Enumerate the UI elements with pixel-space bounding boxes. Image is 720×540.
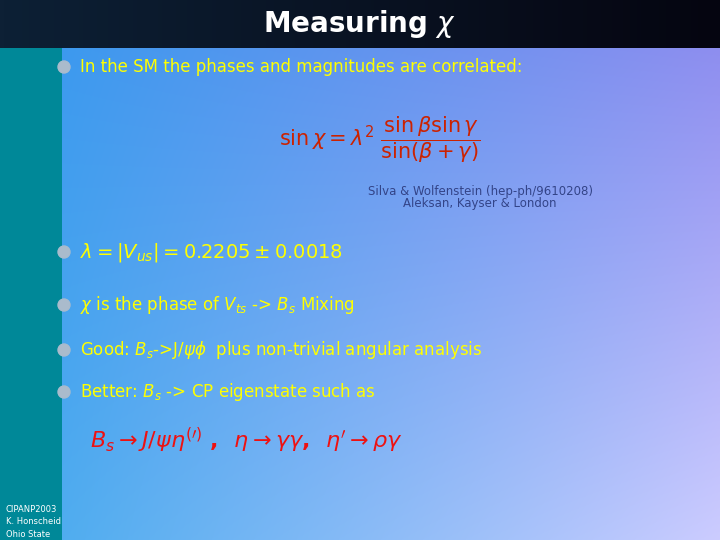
Text: $\chi$ is the phase of $V_{ts}$ -> $B_s$ Mixing: $\chi$ is the phase of $V_{ts}$ -> $B_s$… bbox=[80, 294, 355, 316]
Bar bbox=[0, 48, 62, 540]
Text: $B_s{\rightarrow}J/\psi\eta^{(\prime)}$ ,  $\eta{\rightarrow}\gamma\gamma$,  $\e: $B_s{\rightarrow}J/\psi\eta^{(\prime)}$ … bbox=[90, 426, 403, 455]
Circle shape bbox=[58, 299, 70, 311]
Text: $\sin\chi = \lambda^2\ \dfrac{\sin\beta\sin\gamma}{\sin(\beta+\gamma)}$: $\sin\chi = \lambda^2\ \dfrac{\sin\beta\… bbox=[279, 114, 481, 165]
Text: Measuring $\chi$: Measuring $\chi$ bbox=[264, 8, 456, 40]
Text: Good: $B_s$->J/$\psi\phi$  plus non-trivial angular analysis: Good: $B_s$->J/$\psi\phi$ plus non-trivi… bbox=[80, 339, 482, 361]
Circle shape bbox=[58, 386, 70, 398]
Circle shape bbox=[58, 344, 70, 356]
Text: Silva & Wolfenstein (hep-ph/9610208): Silva & Wolfenstein (hep-ph/9610208) bbox=[367, 186, 593, 199]
Text: Aleksan, Kayser & London: Aleksan, Kayser & London bbox=[403, 198, 557, 211]
Text: $\lambda = |V_{us}| = 0.2205\pm0.0018$: $\lambda = |V_{us}| = 0.2205\pm0.0018$ bbox=[80, 240, 343, 264]
Text: CIPANP2003
K. Honscheid
Ohio State: CIPANP2003 K. Honscheid Ohio State bbox=[6, 505, 61, 539]
Circle shape bbox=[58, 61, 70, 73]
Text: Better: $B_s$ -> CP eigenstate such as: Better: $B_s$ -> CP eigenstate such as bbox=[80, 381, 376, 403]
Text: In the SM the phases and magnitudes are correlated:: In the SM the phases and magnitudes are … bbox=[80, 58, 523, 76]
Circle shape bbox=[58, 246, 70, 258]
